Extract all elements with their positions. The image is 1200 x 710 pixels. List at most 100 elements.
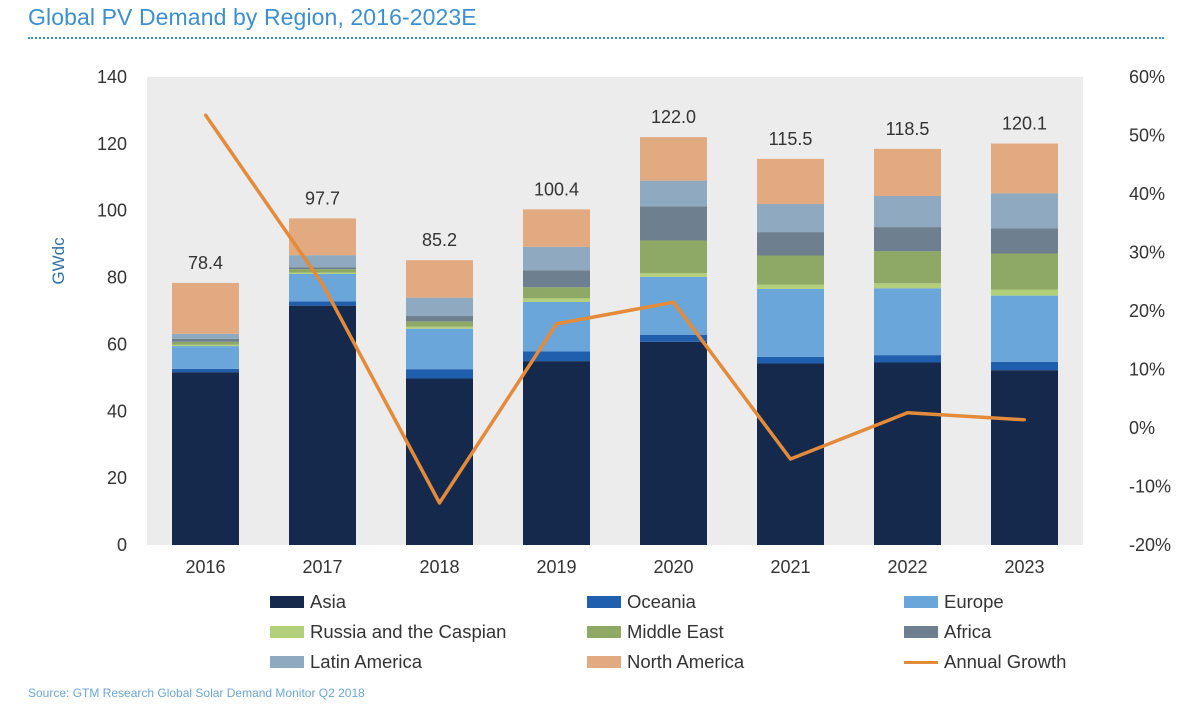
- y2-tick-20pct: 20%: [1129, 301, 1165, 321]
- bar-north-america-2022: [874, 148, 941, 197]
- bar-russia-and-the-caspian-2019: [523, 298, 590, 302]
- legend-label: Annual Growth: [944, 651, 1067, 672]
- y-tick-20: 20: [107, 468, 127, 488]
- bar-middle-east-2022: [874, 251, 941, 284]
- y-tick-140: 140: [97, 67, 127, 87]
- growth-point-2017: [321, 282, 324, 286]
- growth-point-2020: [672, 300, 675, 304]
- x-tick-2022: 2022: [887, 557, 927, 577]
- bar-north-america-2016: [172, 282, 239, 334]
- bar-latin-america-2022: [874, 196, 941, 228]
- bar-middle-east-2017: [289, 269, 356, 273]
- x-tick-2019: 2019: [536, 557, 576, 577]
- bar-russia-and-the-caspian-2021: [757, 284, 824, 289]
- growth-point-2022: [906, 411, 909, 415]
- bar-middle-east-2023: [991, 253, 1058, 290]
- bar-asia-2016: [172, 372, 239, 545]
- bar-middle-east-2021: [757, 255, 824, 285]
- bar-oceania-2019: [523, 351, 590, 362]
- total-label-2021: 115.5: [769, 129, 813, 149]
- bar-latin-america-2020: [640, 180, 707, 207]
- legend-swatch: [270, 626, 304, 638]
- bar-middle-east-2018: [406, 321, 473, 327]
- bar-africa-2022: [874, 227, 941, 252]
- y2-tick-10pct: 10%: [1129, 360, 1165, 380]
- legend-swatch: [587, 596, 621, 608]
- legend-swatch: [587, 626, 621, 638]
- legend-item-europe: Europe: [904, 590, 1150, 614]
- x-tick-2021: 2021: [770, 557, 810, 577]
- bar-asia-2023: [991, 370, 1058, 545]
- growth-point-2021: [789, 457, 792, 461]
- legend-item-oceania: Oceania: [587, 590, 904, 614]
- legend-swatch: [587, 656, 621, 668]
- bar-russia-and-the-caspian-2023: [991, 289, 1058, 296]
- bar-oceania-2016: [172, 368, 239, 373]
- bar-asia-2019: [523, 361, 590, 545]
- y2-tick-0pct: 0%: [1129, 418, 1155, 438]
- bar-middle-east-2016: [172, 341, 239, 345]
- chart-title: Global PV Demand by Region, 2016-2023E: [28, 4, 477, 30]
- y-axis-label: GWdc: [49, 237, 68, 285]
- total-label-2019: 100.4: [534, 179, 579, 199]
- bar-oceania-2018: [406, 369, 473, 379]
- bar-europe-2018: [406, 328, 473, 370]
- legend-label: Europe: [944, 591, 1004, 612]
- legend-item-russia-and-the-caspian: Russia and the Caspian: [270, 620, 587, 644]
- bar-europe-2022: [874, 288, 941, 356]
- bar-latin-america-2021: [757, 204, 824, 233]
- growth-point-2018: [438, 501, 441, 505]
- total-label-2022: 118.5: [886, 119, 930, 139]
- bar-asia-2020: [640, 341, 707, 545]
- bar-europe-2021: [757, 288, 824, 357]
- bar-africa-2018: [406, 316, 473, 322]
- y2-tick-60pct: 60%: [1129, 67, 1165, 87]
- bar-africa-2020: [640, 206, 707, 241]
- x-tick-2017: 2017: [302, 557, 342, 577]
- bar-russia-and-the-caspian-2018: [406, 326, 473, 329]
- y2-tick-40pct: 40%: [1129, 184, 1165, 204]
- plot-area: [147, 77, 1083, 545]
- annual-growth-line: [204, 114, 1025, 505]
- y-tick-0: 0: [117, 535, 127, 555]
- legend-swatch: [904, 596, 938, 608]
- y-tick-60: 60: [107, 334, 127, 354]
- legend-label: Asia: [310, 591, 346, 612]
- bar-russia-and-the-caspian-2022: [874, 283, 941, 289]
- bar-asia-2021: [757, 363, 824, 545]
- bar-oceania-2020: [640, 334, 707, 342]
- bar-north-america-2019: [523, 209, 590, 247]
- legend-label: Africa: [944, 621, 992, 642]
- pv-demand-chart: 78.4 97.7 85.2 100.4 122.0 115.5 118.5 120.1 0 2…: [49, 67, 1171, 577]
- legend-swatch: [904, 626, 938, 638]
- legend-label: North America: [627, 651, 745, 672]
- legend-item-africa: Africa: [904, 620, 1150, 644]
- bar-africa-2017: [289, 267, 356, 270]
- bar-oceania-2022: [874, 355, 941, 363]
- y2-tick--10pct: -10%: [1129, 477, 1171, 497]
- total-label-2017: 97.7: [305, 188, 340, 208]
- bar-north-america-2021: [757, 158, 824, 205]
- bar-latin-america-2018: [406, 297, 473, 317]
- legend-item-latin-america: Latin America: [270, 650, 587, 674]
- title-divider: [28, 37, 1164, 39]
- x-tick-2020: 2020: [653, 557, 693, 577]
- legend-label: Russia and the Caspian: [310, 621, 507, 642]
- bar-asia-2022: [874, 362, 941, 545]
- legend-label: Oceania: [627, 591, 696, 612]
- y2-tick-30pct: 30%: [1129, 243, 1165, 263]
- bar-russia-and-the-caspian-2020: [640, 273, 707, 277]
- bar-europe-2023: [991, 295, 1058, 362]
- bar-middle-east-2019: [523, 287, 590, 299]
- y-tick-100: 100: [97, 201, 127, 221]
- bar-oceania-2023: [991, 361, 1058, 371]
- bar-oceania-2021: [757, 356, 824, 364]
- x-tick-2018: 2018: [419, 557, 459, 577]
- legend-label: Latin America: [310, 651, 423, 672]
- bar-europe-2016: [172, 346, 239, 369]
- legend-label: Middle East: [627, 621, 724, 642]
- legend-swatch: [270, 596, 304, 608]
- bar-latin-america-2017: [289, 255, 356, 268]
- bar-latin-america-2019: [523, 246, 590, 271]
- y-tick-120: 120: [97, 134, 127, 154]
